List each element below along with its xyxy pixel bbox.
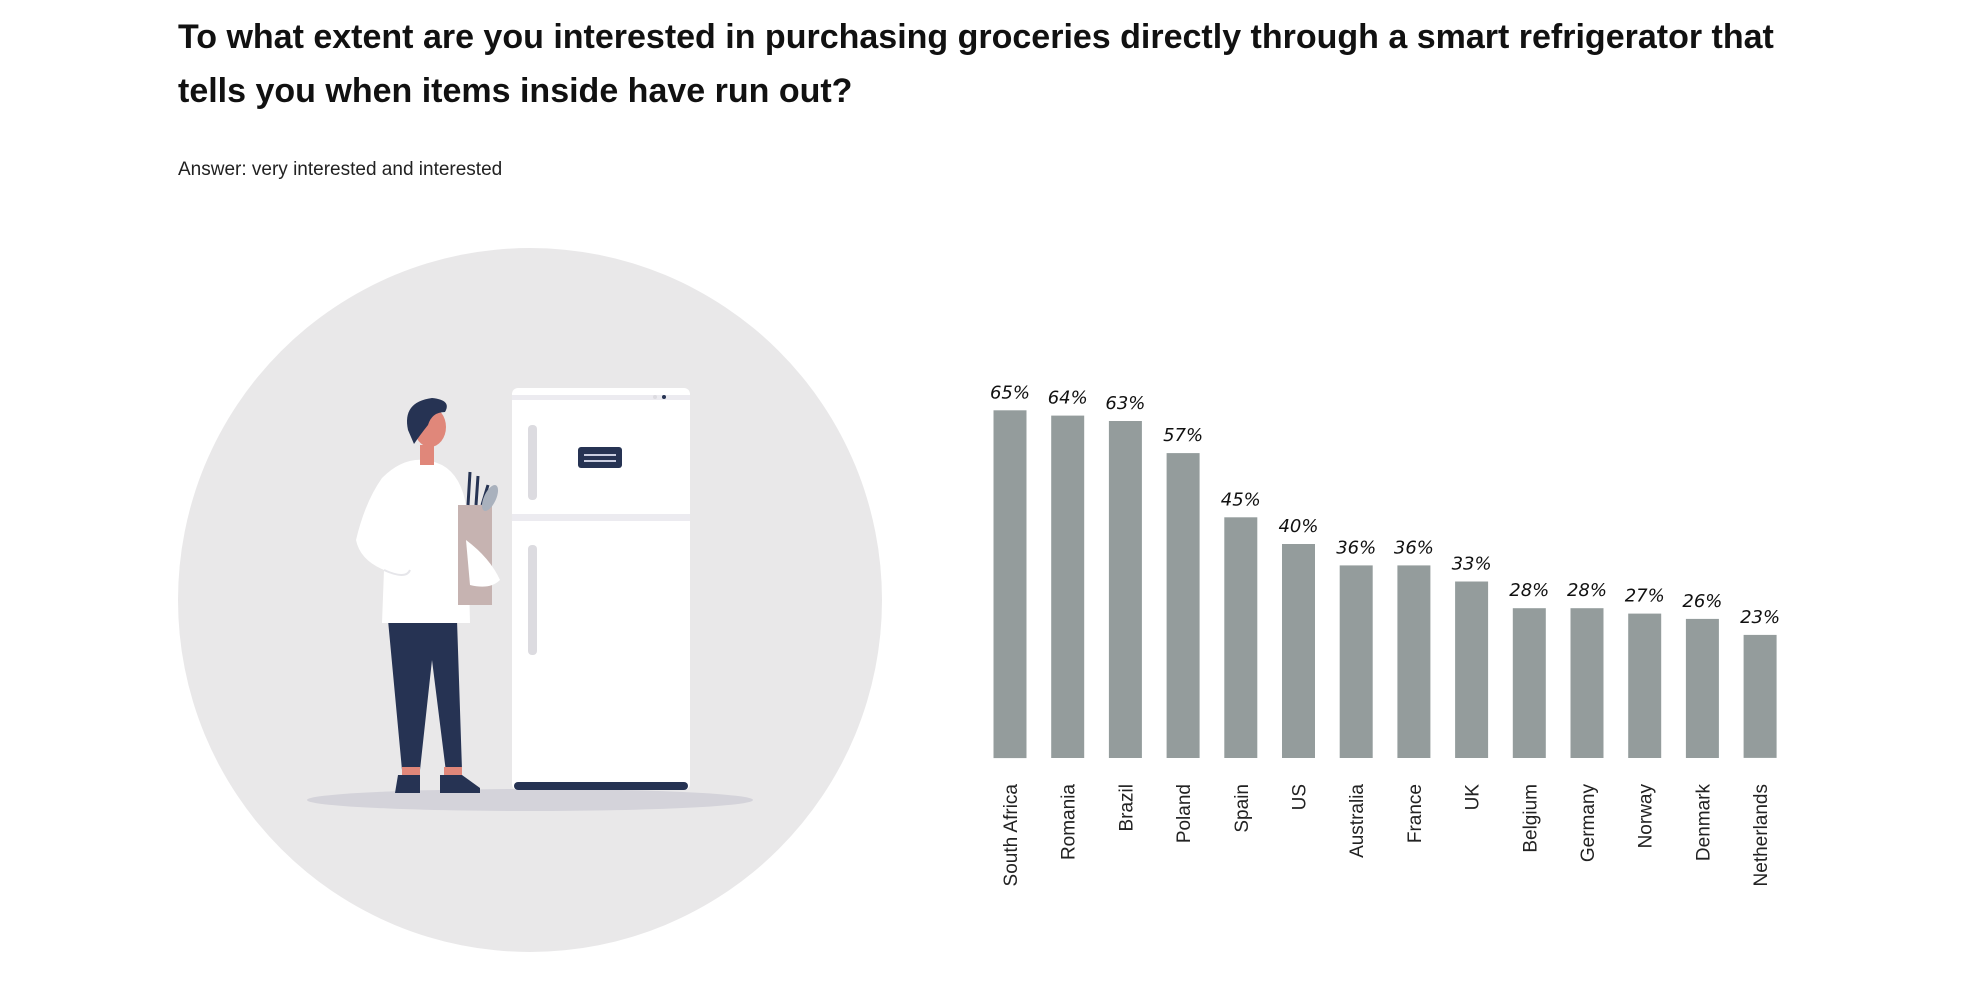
person-icon (356, 398, 500, 793)
category-label: Australia (1347, 784, 1368, 858)
bar-value-label: 28% (1567, 580, 1607, 601)
bar-denmark (1685, 618, 1719, 758)
person-opening-smart-fridge-illustration (178, 248, 882, 952)
bar-brazil (1108, 421, 1142, 758)
bar-france (1397, 565, 1431, 758)
bar-south-africa (993, 410, 1027, 759)
bar-value-label: 26% (1682, 591, 1722, 612)
page-subtitle: Answer: very interested and interested (178, 159, 503, 180)
bar-value-label: 64% (1048, 388, 1088, 409)
category-label: Poland (1174, 784, 1195, 843)
bar-norway (1628, 613, 1662, 758)
bar-value-label: 57% (1163, 425, 1203, 446)
bar-us (1282, 544, 1315, 758)
bar-australia (1339, 565, 1373, 758)
bar-poland (1166, 453, 1200, 758)
category-label: Norway (1636, 784, 1657, 849)
bar-value-label: 36% (1336, 537, 1376, 558)
bar-spain (1224, 517, 1258, 758)
bar-romania (1051, 415, 1085, 758)
page-title: To what extent are you interested in pur… (178, 18, 1774, 110)
category-label: UK (1463, 784, 1484, 811)
category-label: Belgium (1520, 784, 1541, 853)
bar-value-label: 28% (1509, 580, 1549, 601)
category-label: Spain (1232, 784, 1253, 833)
category-label: Romania (1059, 784, 1080, 860)
bar-value-label: 40% (1278, 516, 1318, 537)
bar-value-label: 33% (1452, 554, 1492, 575)
category-label: Netherlands (1751, 784, 1772, 886)
category-label: France (1405, 784, 1426, 843)
bar-value-label: 45% (1221, 489, 1261, 510)
category-label: South Africa (1001, 784, 1022, 887)
category-label: Denmark (1693, 784, 1714, 862)
bar-chart: 65% South Africa 64% Romania 63% Brazil 57% Pol… (990, 382, 1780, 887)
bar-belgium (1512, 608, 1546, 758)
bar-uk (1455, 581, 1489, 758)
bar-value-label: 65% (990, 382, 1030, 403)
bar-value-label: 27% (1625, 586, 1665, 607)
category-label: Germany (1578, 784, 1599, 863)
bar-netherlands (1743, 634, 1777, 758)
bar-value-label: 23% (1740, 607, 1780, 628)
fridge-icon (512, 388, 690, 790)
bar-germany (1570, 608, 1604, 758)
category-label: US (1290, 784, 1311, 810)
bar-value-label: 36% (1394, 537, 1434, 558)
floor-shadow (307, 789, 753, 811)
category-label: Brazil (1116, 784, 1137, 832)
bar-value-label: 63% (1105, 393, 1145, 414)
